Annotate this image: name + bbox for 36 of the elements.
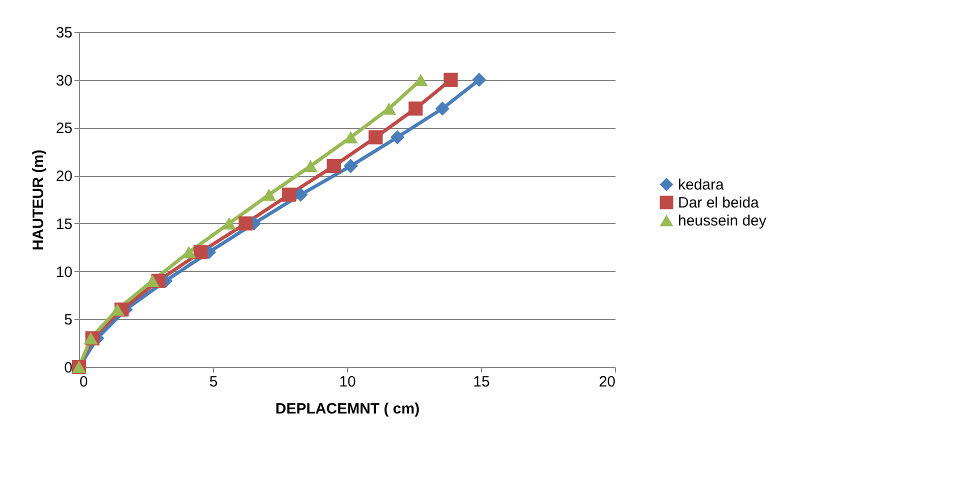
- point: [472, 72, 486, 87]
- point: [303, 160, 318, 172]
- y-tick-label: 25: [56, 120, 72, 138]
- x-tick-label: 0: [80, 374, 88, 390]
- x-tick-label: 20: [598, 374, 616, 390]
- y-tick-label: 20: [56, 168, 72, 186]
- point: [282, 188, 296, 202]
- y-tick-label: 5: [64, 312, 72, 329]
- y-tick-label: 30: [56, 72, 72, 90]
- legend-label: heussein dey: [678, 212, 767, 230]
- x-tick-label: 5: [209, 374, 218, 390]
- point: [222, 217, 236, 230]
- point: [182, 246, 196, 258]
- point: [382, 102, 396, 115]
- point: [326, 158, 341, 174]
- x-tick-label: 15: [473, 374, 490, 390]
- y-tick-label: 10: [56, 264, 72, 281]
- point: [368, 130, 383, 144]
- legend-label: kedara: [678, 176, 725, 194]
- y-axis-title: HAUTEUR (m): [30, 150, 47, 250]
- x-axis-title: DEPLACEMNT ( cm): [275, 400, 420, 418]
- y-tick-label: 15: [56, 216, 72, 233]
- x-tick-label: 10: [339, 374, 356, 390]
- point: [408, 102, 423, 116]
- point: [194, 245, 208, 260]
- point: [344, 131, 358, 144]
- y-tick-label: 35: [56, 24, 72, 42]
- point: [435, 102, 450, 116]
- point: [262, 188, 276, 201]
- point: [110, 303, 124, 316]
- y-tick-label: 0: [64, 360, 72, 376]
- point: [390, 130, 404, 144]
- point: [444, 72, 458, 87]
- legend-label: Dar el beida: [678, 194, 760, 212]
- point: [344, 158, 358, 174]
- point: [238, 216, 253, 230]
